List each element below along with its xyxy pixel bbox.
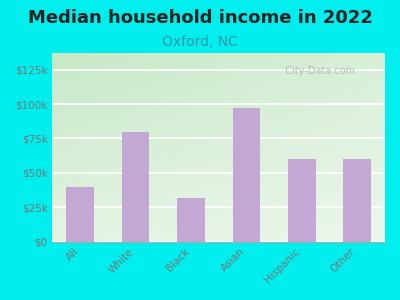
Text: Median household income in 2022: Median household income in 2022 [28,9,372,27]
Bar [177,197,205,242]
Text: Oxford, NC: Oxford, NC [162,34,238,49]
Text: City-Data.com: City-Data.com [278,66,354,76]
Bar [232,108,260,242]
Bar [344,159,371,242]
Bar [288,159,316,242]
Bar [122,131,150,242]
Bar [66,187,94,242]
